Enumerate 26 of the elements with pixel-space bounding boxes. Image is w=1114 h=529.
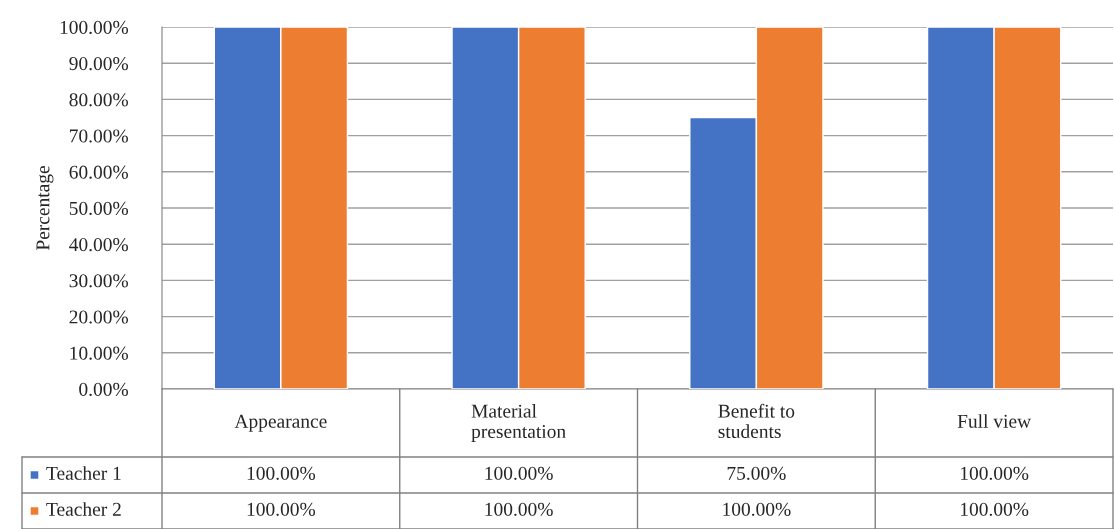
data-label: 100.00% (485, 466, 553, 480)
x-tick-label: Appearance (234, 414, 327, 432)
data-label: 100.00% (485, 502, 553, 516)
y-tick-label: 90.00% (69, 57, 128, 71)
y-tick-label: 70.00% (70, 129, 128, 143)
y-tick-label: 10.00% (70, 346, 128, 360)
x-tick-label: Benefit to students (718, 403, 795, 439)
legend-label: Teacher 2 (46, 502, 121, 516)
data-label: 100.00% (723, 502, 791, 516)
y-tick-label: 100.00% (60, 20, 128, 35)
data-label: 75.00% (727, 466, 786, 480)
y-tick-label: 60.00% (69, 165, 128, 179)
data-label: 100.00% (247, 466, 316, 480)
x-tick-label: Full view (957, 414, 1032, 428)
data-label: 100.00% (961, 502, 1029, 516)
x-tick-label: Material presentation (471, 404, 566, 442)
y-axis-title: Percentage (36, 166, 54, 251)
y-tick-label: 30.00% (69, 274, 128, 288)
y-tick-label: 50.00% (69, 201, 128, 216)
data-label: 100.00% (961, 466, 1029, 480)
y-tick-label: 0.00% (79, 382, 128, 397)
legend-label: Teacher 1 (46, 466, 121, 480)
y-tick-label: 20.00% (69, 310, 128, 324)
data-label: 100.00% (247, 502, 316, 516)
y-tick-label: 80.00% (69, 93, 128, 107)
y-tick-label: 40.00% (69, 238, 128, 252)
